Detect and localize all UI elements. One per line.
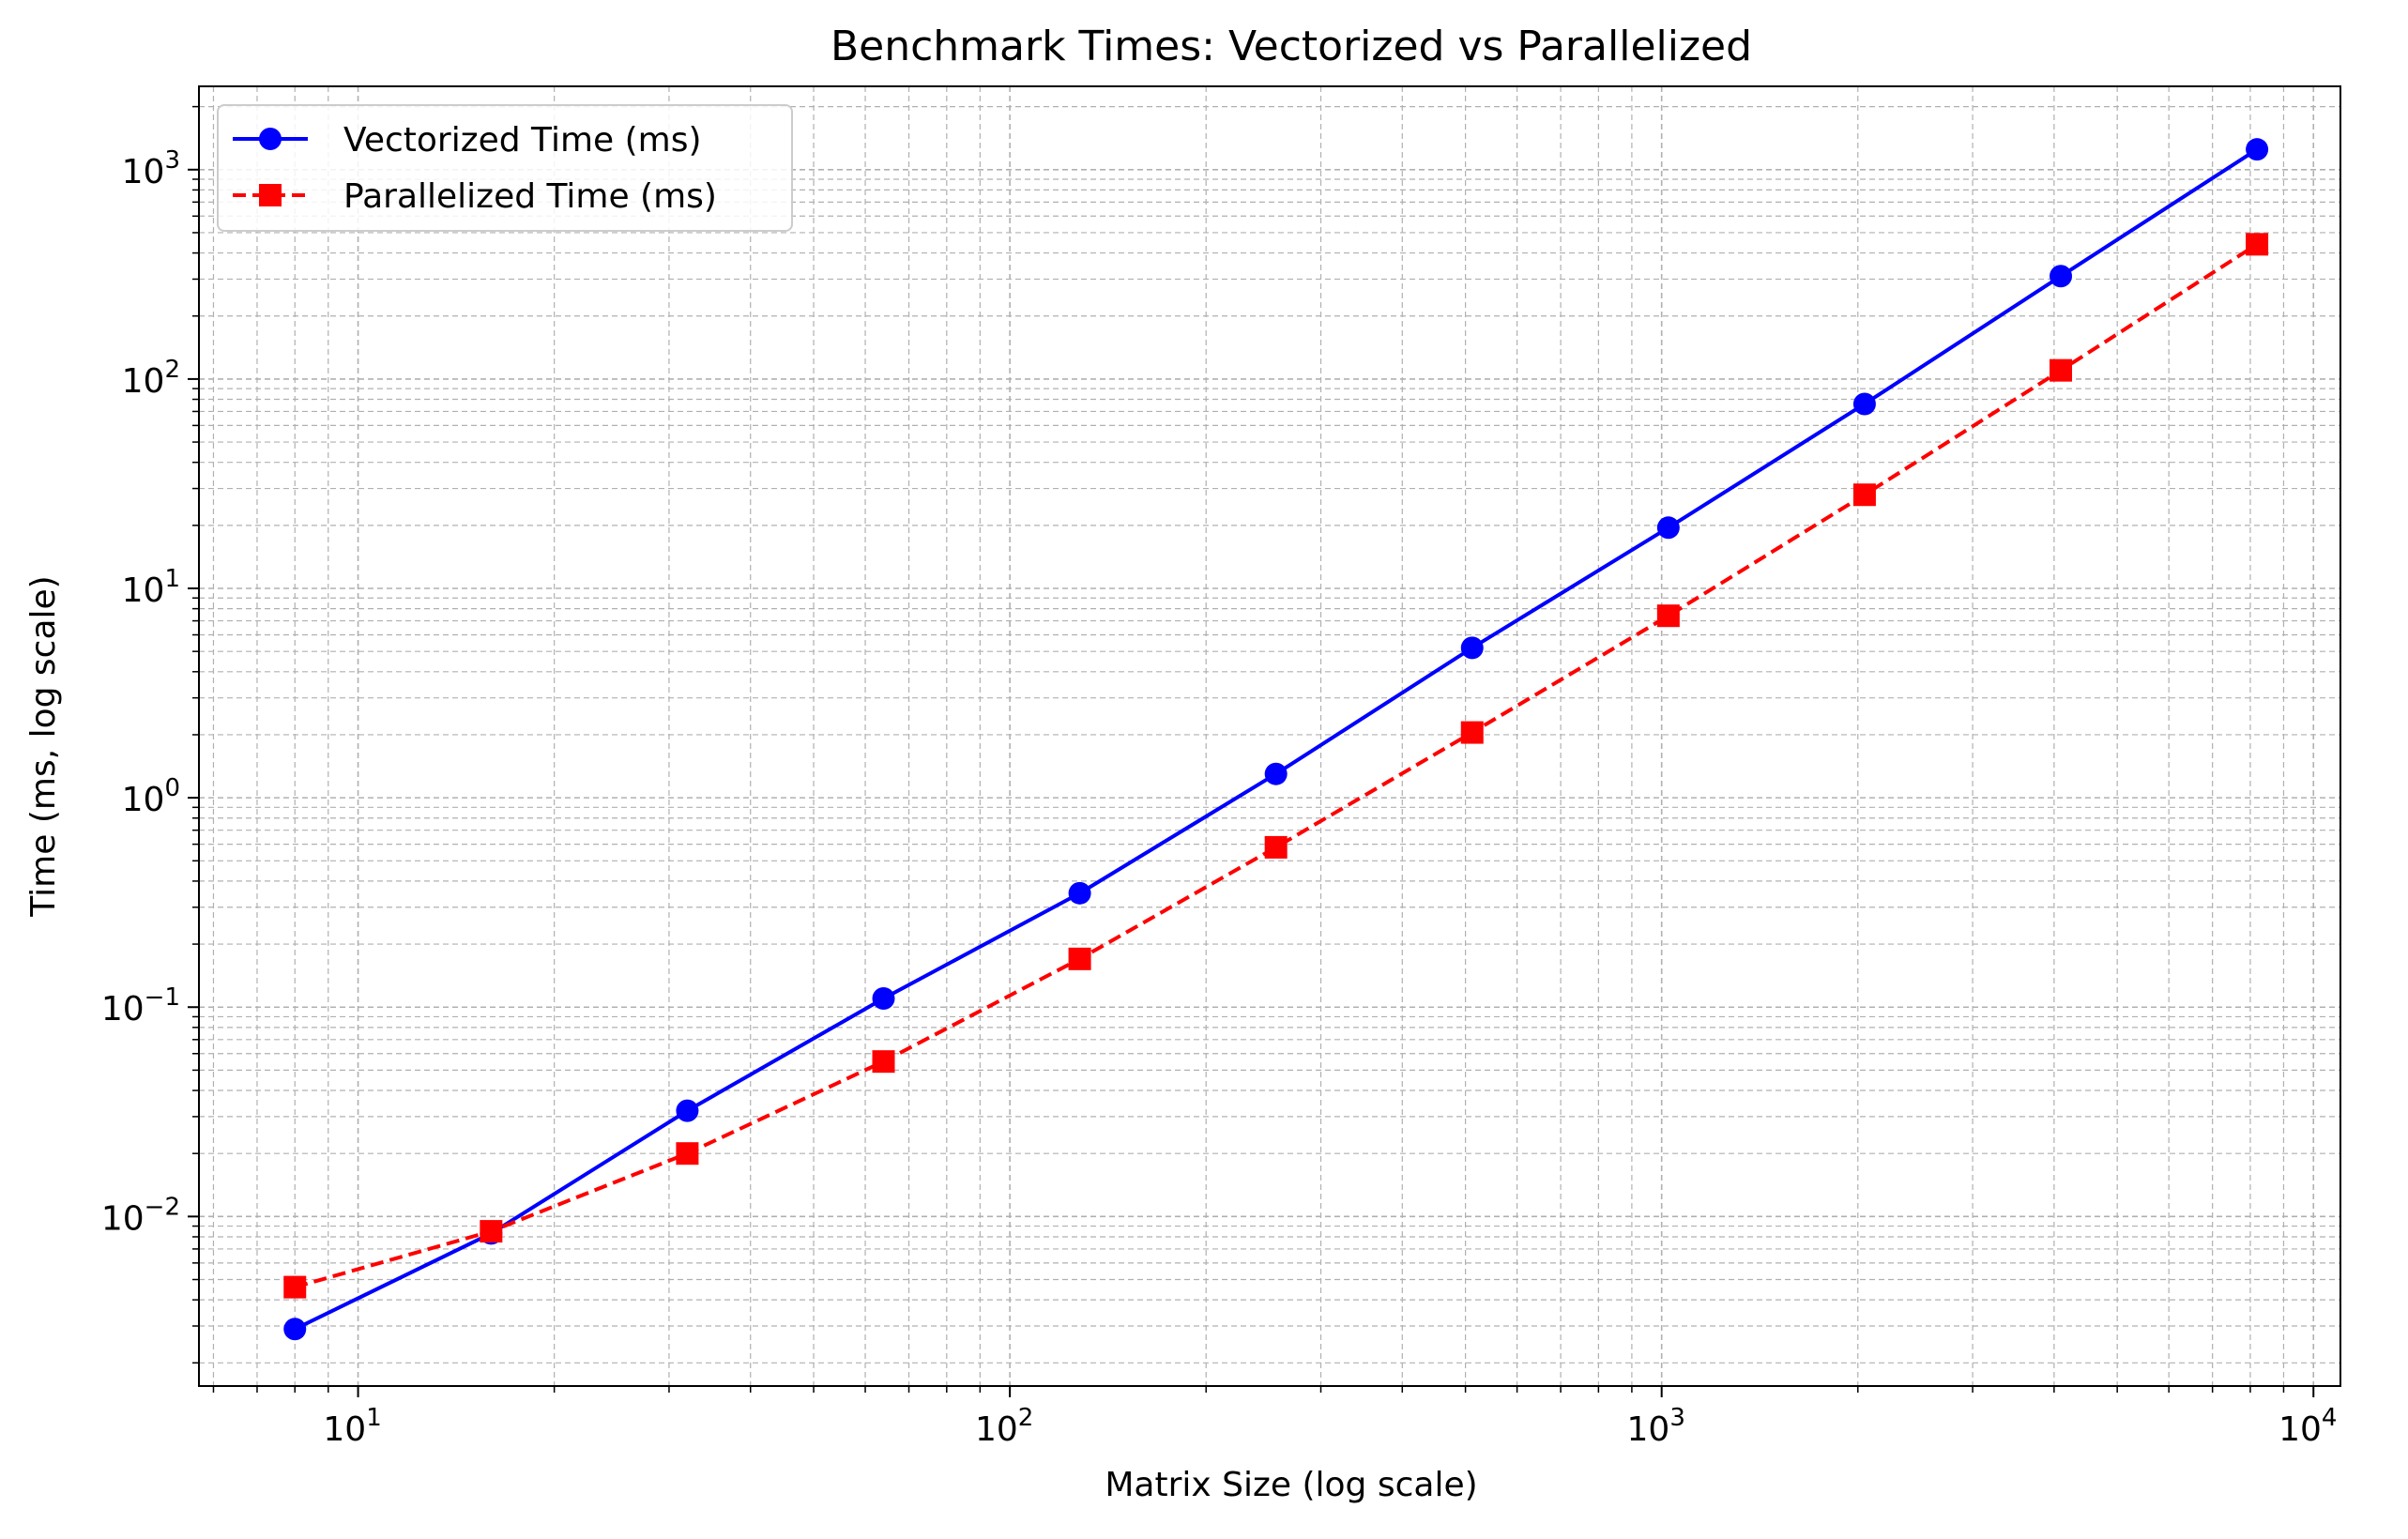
series-2-point xyxy=(480,1220,503,1243)
plot-frame xyxy=(198,85,2341,1387)
series-2-point xyxy=(2246,233,2269,256)
series-layer xyxy=(283,138,2269,1341)
x-axis-label: Matrix Size (log scale) xyxy=(1105,1466,1477,1504)
y-tick-label: 101 xyxy=(122,565,180,610)
series-1-point xyxy=(676,1099,699,1122)
series-2-point xyxy=(1656,604,1680,628)
series-2-point xyxy=(1068,947,1091,970)
y-tick-label: 100 xyxy=(122,774,180,819)
x-tick-label: 101 xyxy=(323,1404,381,1449)
series-1-point xyxy=(2050,265,2073,288)
series-1-point xyxy=(872,987,895,1011)
series-1-point xyxy=(1656,516,1680,540)
series-1-point xyxy=(1068,881,1091,905)
legend: Vectorized Time (ms) Parallelized Time (m… xyxy=(217,104,793,232)
series-line-2 xyxy=(294,242,2259,1289)
legend-label-2: Parallelized Time (ms) xyxy=(343,177,717,216)
x-tick-label: 103 xyxy=(1627,1404,1685,1449)
y-tick-label: 102 xyxy=(122,356,180,401)
series-2-point xyxy=(872,1050,895,1074)
series-2-point xyxy=(283,1275,307,1299)
series-2-point xyxy=(676,1142,699,1166)
ticks: 101 102 103 104 10−2 10−1 100 101 102 103 xyxy=(101,105,2337,1449)
x-tick-label: 102 xyxy=(975,1404,1033,1449)
chart-title: Benchmark Times: Vectorized vs Paralleli… xyxy=(831,23,1752,70)
series-2-point xyxy=(1852,483,1876,507)
legend-box xyxy=(217,104,793,232)
series-1-point xyxy=(1852,392,1876,416)
grid xyxy=(199,86,2340,1386)
y-axis-label: Time (ms, log scale) xyxy=(24,575,63,917)
series-2-point xyxy=(1264,835,1288,859)
y-tick-label: 103 xyxy=(122,146,180,191)
series-1-point xyxy=(2246,138,2269,161)
legend-marker-1 xyxy=(259,128,282,150)
y-tick-label: 10−2 xyxy=(101,1193,180,1238)
series-1-point xyxy=(1460,636,1484,660)
series-2-point xyxy=(2050,358,2073,382)
x-tick-label: 104 xyxy=(2278,1404,2337,1449)
series-2-point xyxy=(1460,721,1484,744)
legend-label-1: Vectorized Time (ms) xyxy=(343,121,702,160)
legend-marker-2 xyxy=(259,184,282,206)
series-1-point xyxy=(1264,762,1288,785)
y-tick-label: 10−1 xyxy=(101,983,180,1029)
series-1-point xyxy=(283,1318,307,1341)
